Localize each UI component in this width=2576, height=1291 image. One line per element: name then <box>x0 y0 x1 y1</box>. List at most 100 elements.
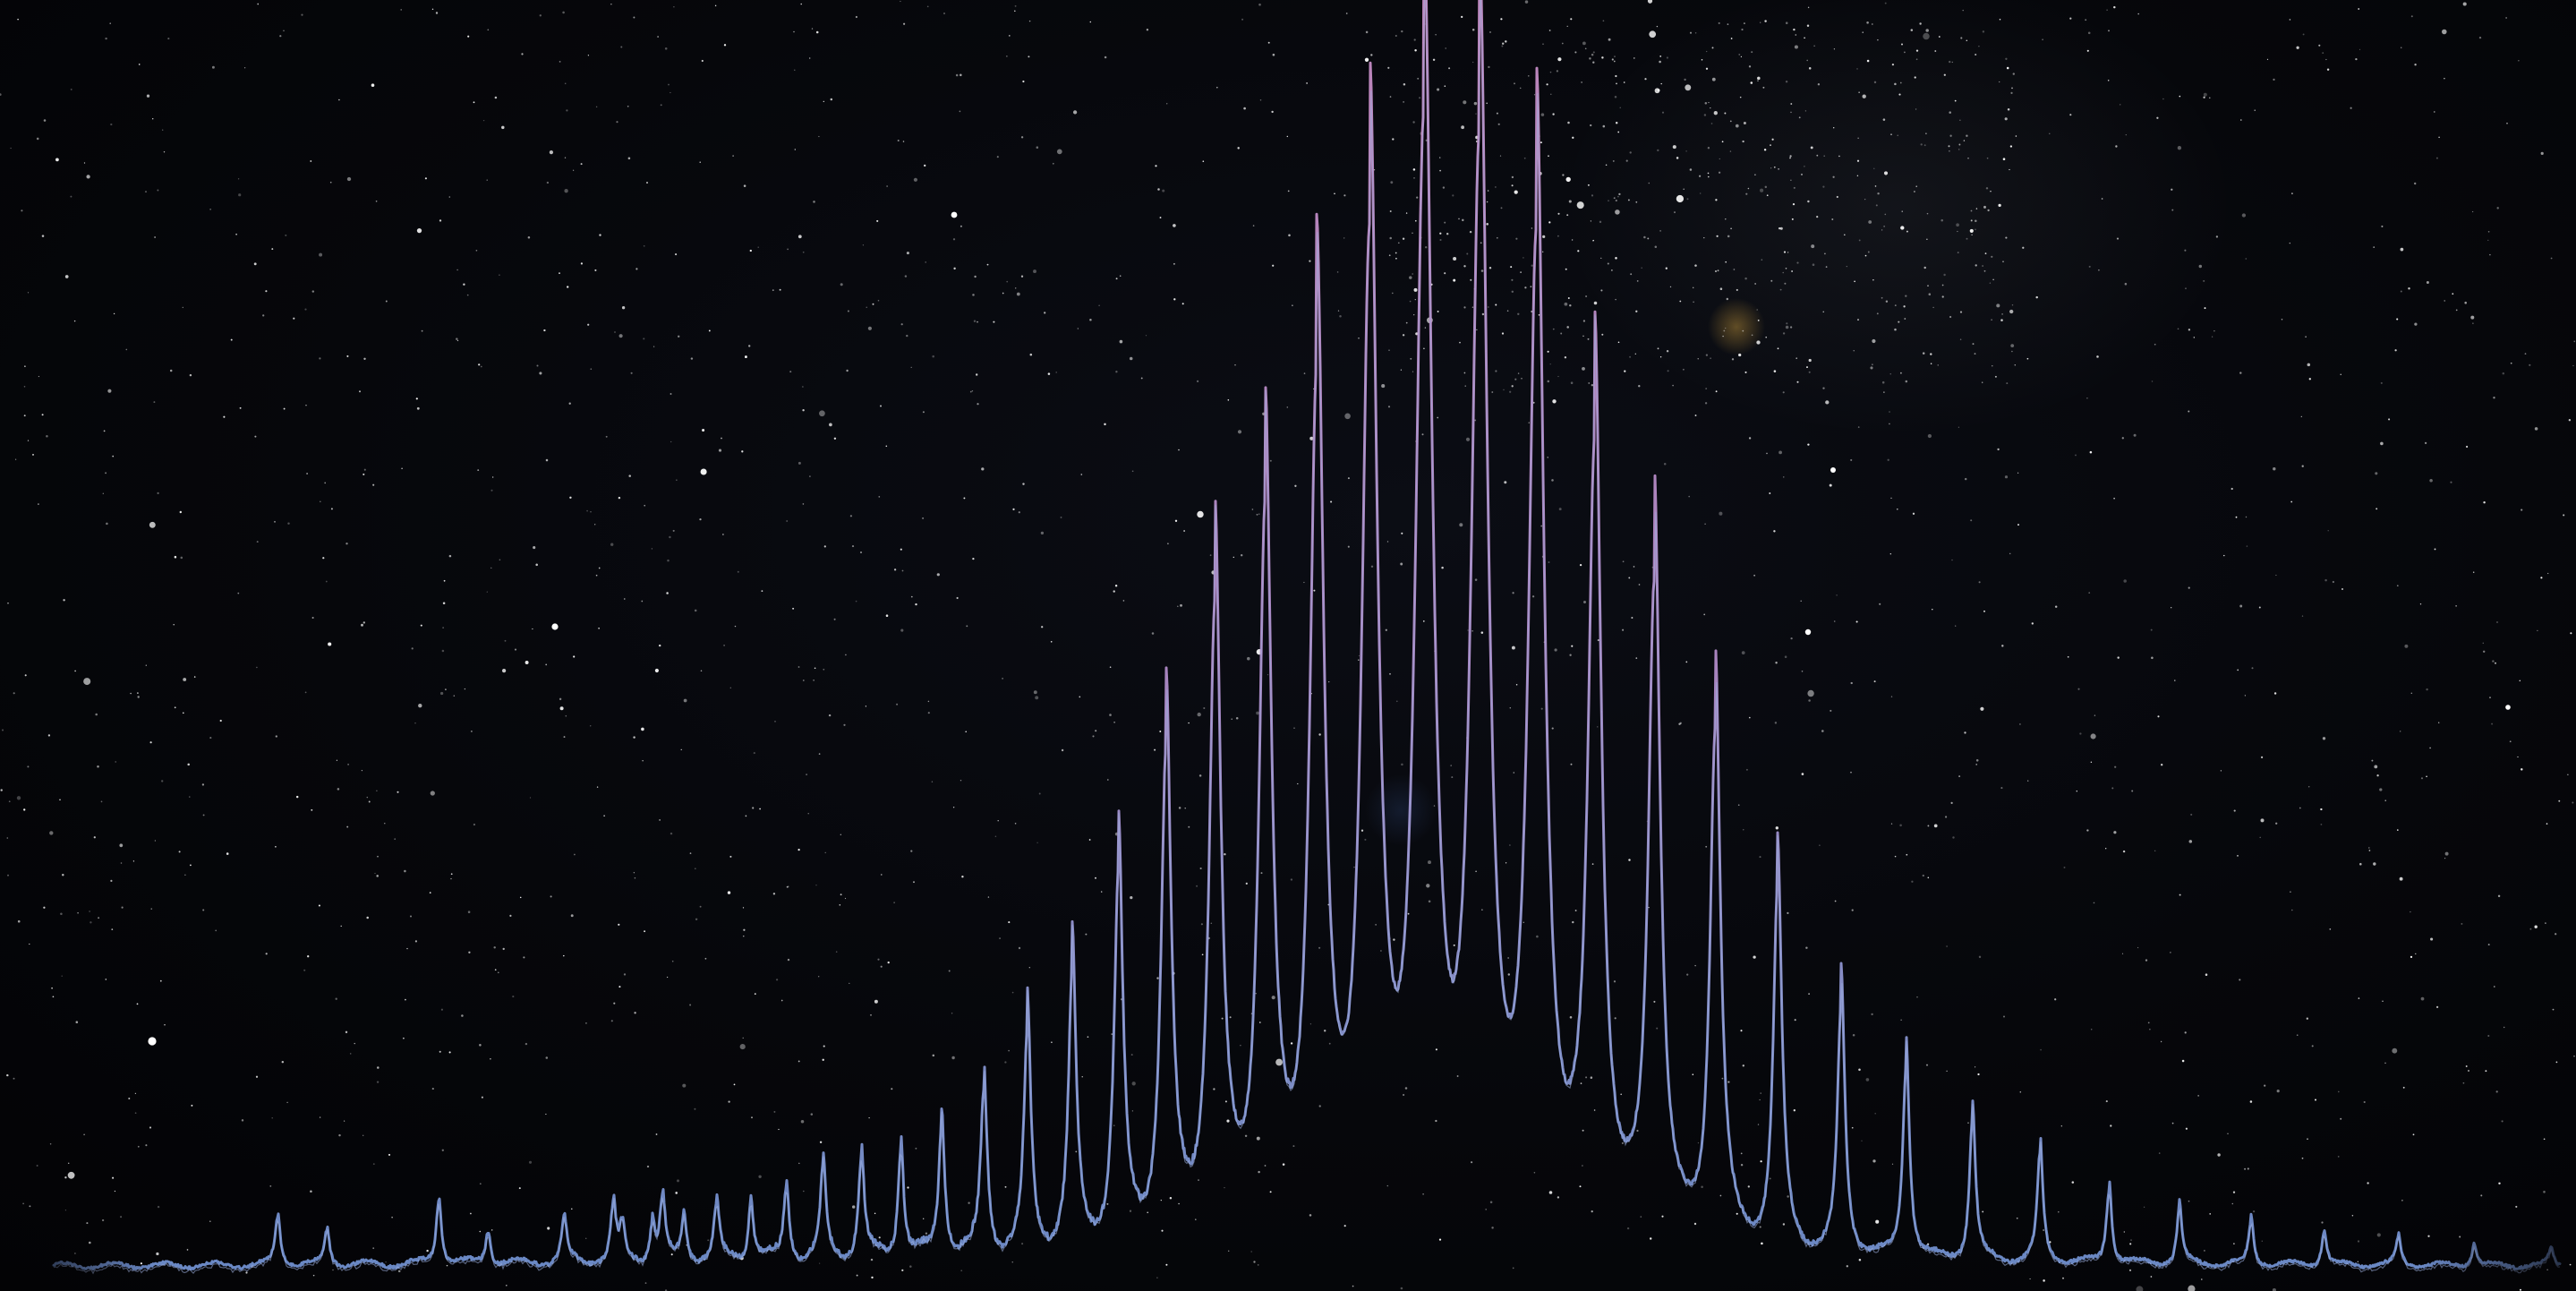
star <box>2088 592 2091 594</box>
star <box>1789 155 1792 158</box>
star <box>304 308 307 311</box>
star <box>628 475 631 477</box>
star <box>2002 261 2004 262</box>
star <box>1593 1109 1596 1111</box>
star <box>501 668 507 673</box>
star <box>2568 418 2572 422</box>
star <box>463 283 465 286</box>
star <box>885 445 888 448</box>
star <box>1579 563 1582 567</box>
star <box>1697 358 1699 360</box>
star <box>2320 808 2323 811</box>
star <box>149 521 156 528</box>
star <box>1855 620 1858 623</box>
star <box>1441 566 1444 569</box>
star <box>1582 320 1586 322</box>
star <box>2376 508 2378 510</box>
star <box>1729 120 1732 123</box>
star <box>1930 353 1932 355</box>
star <box>1572 136 1574 139</box>
star <box>1785 80 1788 83</box>
star <box>1615 298 1616 301</box>
star <box>627 105 629 107</box>
star <box>2177 328 2179 330</box>
star <box>1745 192 1748 195</box>
star <box>1403 101 1404 103</box>
star <box>2027 780 2029 782</box>
star <box>1846 1265 1848 1268</box>
star <box>1582 367 1585 371</box>
star <box>2358 48 2361 51</box>
star <box>2273 78 2275 81</box>
star <box>852 1205 856 1209</box>
star <box>1925 133 1927 134</box>
star <box>1676 157 1679 159</box>
star <box>97 765 99 768</box>
star <box>1579 1185 1582 1188</box>
star <box>634 876 636 879</box>
star <box>1959 119 1961 121</box>
star <box>1111 1033 1113 1035</box>
star <box>1950 801 1953 805</box>
star <box>694 609 697 612</box>
star <box>180 556 183 560</box>
star <box>1954 99 1957 102</box>
star <box>1581 81 1582 83</box>
star <box>1683 188 1685 191</box>
star <box>2289 19 2291 21</box>
star <box>453 695 456 697</box>
star <box>845 654 847 656</box>
star <box>215 929 218 932</box>
star <box>372 483 375 486</box>
star <box>1616 82 1617 85</box>
star <box>1519 87 1522 90</box>
star <box>818 135 820 138</box>
star <box>897 139 900 142</box>
star <box>789 371 792 373</box>
star <box>424 177 427 180</box>
star <box>202 909 205 911</box>
star <box>1741 651 1745 654</box>
star <box>1914 76 1916 79</box>
star <box>2430 937 2434 941</box>
star <box>1318 733 1321 736</box>
star <box>1442 186 1446 189</box>
star <box>2000 319 2003 321</box>
star <box>2534 427 2538 431</box>
star <box>1934 50 1937 52</box>
star <box>1967 1122 1969 1124</box>
star <box>1975 264 1977 267</box>
star <box>1290 878 1293 881</box>
star <box>310 160 312 162</box>
star <box>83 1133 85 1136</box>
star <box>1389 96 1392 98</box>
star <box>1719 287 1723 290</box>
star <box>1703 613 1706 616</box>
star <box>774 721 776 722</box>
star <box>1345 13 1348 14</box>
star <box>1258 1170 1260 1174</box>
star <box>1531 264 1533 267</box>
star <box>1711 47 1714 49</box>
star <box>1771 138 1774 141</box>
star <box>745 815 747 817</box>
star <box>708 329 711 332</box>
star <box>1872 1159 1876 1163</box>
star <box>1401 532 1403 534</box>
star <box>616 121 618 124</box>
star <box>644 930 646 933</box>
star <box>1615 257 1617 260</box>
star <box>1875 204 1878 207</box>
star <box>482 119 485 122</box>
star <box>1801 773 1804 775</box>
star <box>1390 181 1394 184</box>
star <box>1572 920 1574 924</box>
star <box>1464 385 1466 387</box>
star <box>809 57 811 59</box>
star <box>1856 68 1858 70</box>
star <box>569 496 572 500</box>
star <box>1941 295 1944 298</box>
star <box>1915 58 1918 61</box>
star <box>1480 242 1482 244</box>
star <box>1469 230 1472 234</box>
